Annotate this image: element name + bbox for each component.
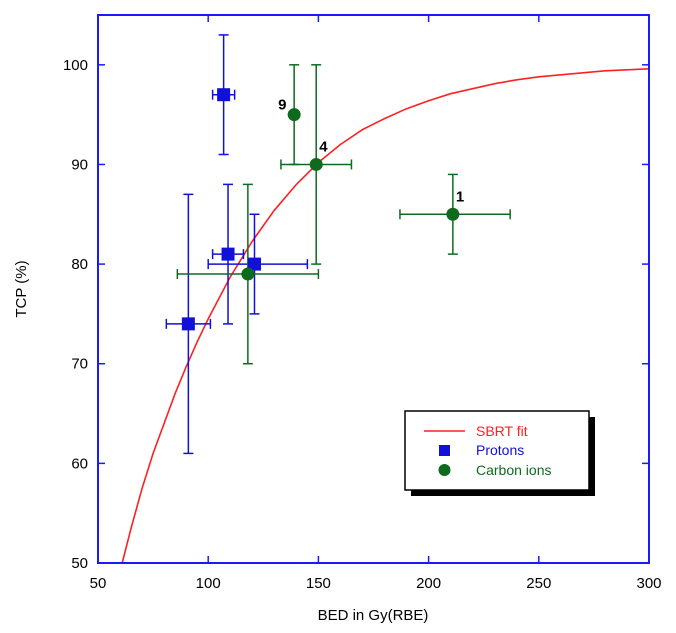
legend-carbon-swatch bbox=[438, 464, 451, 476]
x-tick-label: 300 bbox=[636, 575, 661, 592]
x-axis-label: BED in Gy(RBE) bbox=[318, 607, 429, 624]
proton-point bbox=[217, 88, 231, 102]
proton-point bbox=[221, 247, 235, 261]
legend-protons-label: Protons bbox=[476, 442, 524, 458]
plot-frame bbox=[97, 14, 650, 564]
y-tick-label: 90 bbox=[71, 156, 88, 173]
proton-point bbox=[247, 257, 261, 271]
y-tick-label: 70 bbox=[71, 356, 88, 373]
x-tick-label: 100 bbox=[196, 575, 221, 592]
y-tick-label: 60 bbox=[71, 455, 88, 472]
legend-fit-label: SBRT fit bbox=[476, 423, 528, 439]
y-tick-label: 80 bbox=[71, 256, 88, 273]
y-tick-label: 100 bbox=[63, 57, 88, 74]
legend-carbon-label: Carbon ions bbox=[476, 462, 552, 478]
carbon-point bbox=[241, 267, 255, 281]
sbrt-fit-line bbox=[121, 68, 650, 564]
x-tick-label: 200 bbox=[416, 575, 441, 592]
y-tick-label: 50 bbox=[71, 555, 88, 572]
carbon-point bbox=[287, 108, 301, 122]
legend-protons-swatch bbox=[439, 445, 450, 456]
x-tick-label: 50 bbox=[90, 575, 107, 592]
carbon-point bbox=[446, 207, 460, 221]
x-tick-label: 150 bbox=[306, 575, 331, 592]
point-label: 1 bbox=[456, 188, 464, 205]
x-tick-label: 250 bbox=[526, 575, 551, 592]
legend: SBRT fit Protons Carbon ions bbox=[404, 410, 595, 496]
proton-point bbox=[181, 317, 195, 331]
point-label: 4 bbox=[319, 138, 328, 155]
point-label: 9 bbox=[278, 97, 286, 114]
y-axis-label: TCP (%) bbox=[13, 260, 30, 317]
legend-box bbox=[404, 410, 590, 491]
carbon-point bbox=[309, 157, 323, 171]
